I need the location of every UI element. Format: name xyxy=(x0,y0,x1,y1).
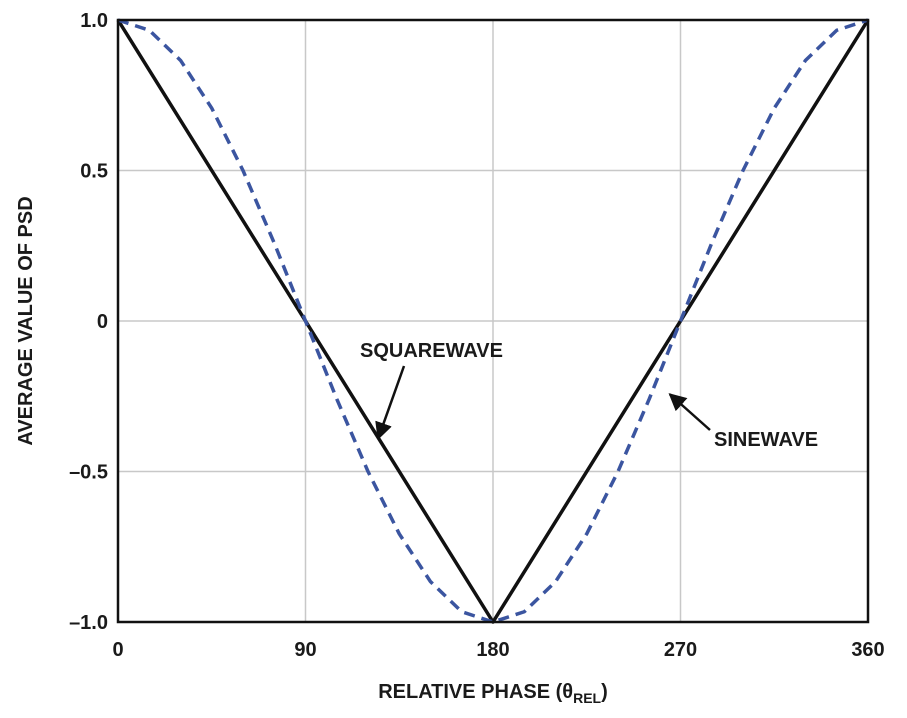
annotation-sinewave-label: SINEWAVE xyxy=(714,429,818,451)
x-tick-label: 270 xyxy=(664,639,697,661)
x-axis-ticks: 0 90 180 270 360 xyxy=(112,639,884,661)
series-line-sinewave xyxy=(117,18,869,624)
plot-frame xyxy=(116,18,870,624)
x-tick-label: 90 xyxy=(294,639,316,661)
y-tick-label: –1.0 xyxy=(69,612,108,634)
y-tick-label: 1.0 xyxy=(80,10,108,32)
x-tick-label: 360 xyxy=(851,639,884,661)
y-tick-label: 0.5 xyxy=(80,161,108,183)
x-tick-label: 180 xyxy=(476,639,509,661)
y-tick-label: –0.5 xyxy=(69,462,108,484)
grid xyxy=(117,19,869,623)
annotation-squarewave-label: SQUAREWAVE xyxy=(360,340,503,362)
y-tick-label: 0 xyxy=(97,311,108,333)
annotation-sinewave-arrow xyxy=(668,393,711,431)
annotation-squarewave-arrow xyxy=(375,365,406,441)
x-axis-title-close: ) xyxy=(601,681,608,703)
annotations: SQUAREWAVE SINEWAVE xyxy=(360,340,818,451)
y-axis-title: AVERAGE VALUE OF PSD xyxy=(15,196,37,445)
x-axis-title: RELATIVE PHASE (θREL) xyxy=(378,681,608,706)
x-tick-label: 0 xyxy=(112,639,123,661)
x-axis-title-main: RELATIVE PHASE (θ xyxy=(378,681,573,703)
y-axis-ticks: 1.0 0.5 0 –0.5 –1.0 xyxy=(69,10,108,634)
x-axis-title-subscript: REL xyxy=(573,690,601,706)
